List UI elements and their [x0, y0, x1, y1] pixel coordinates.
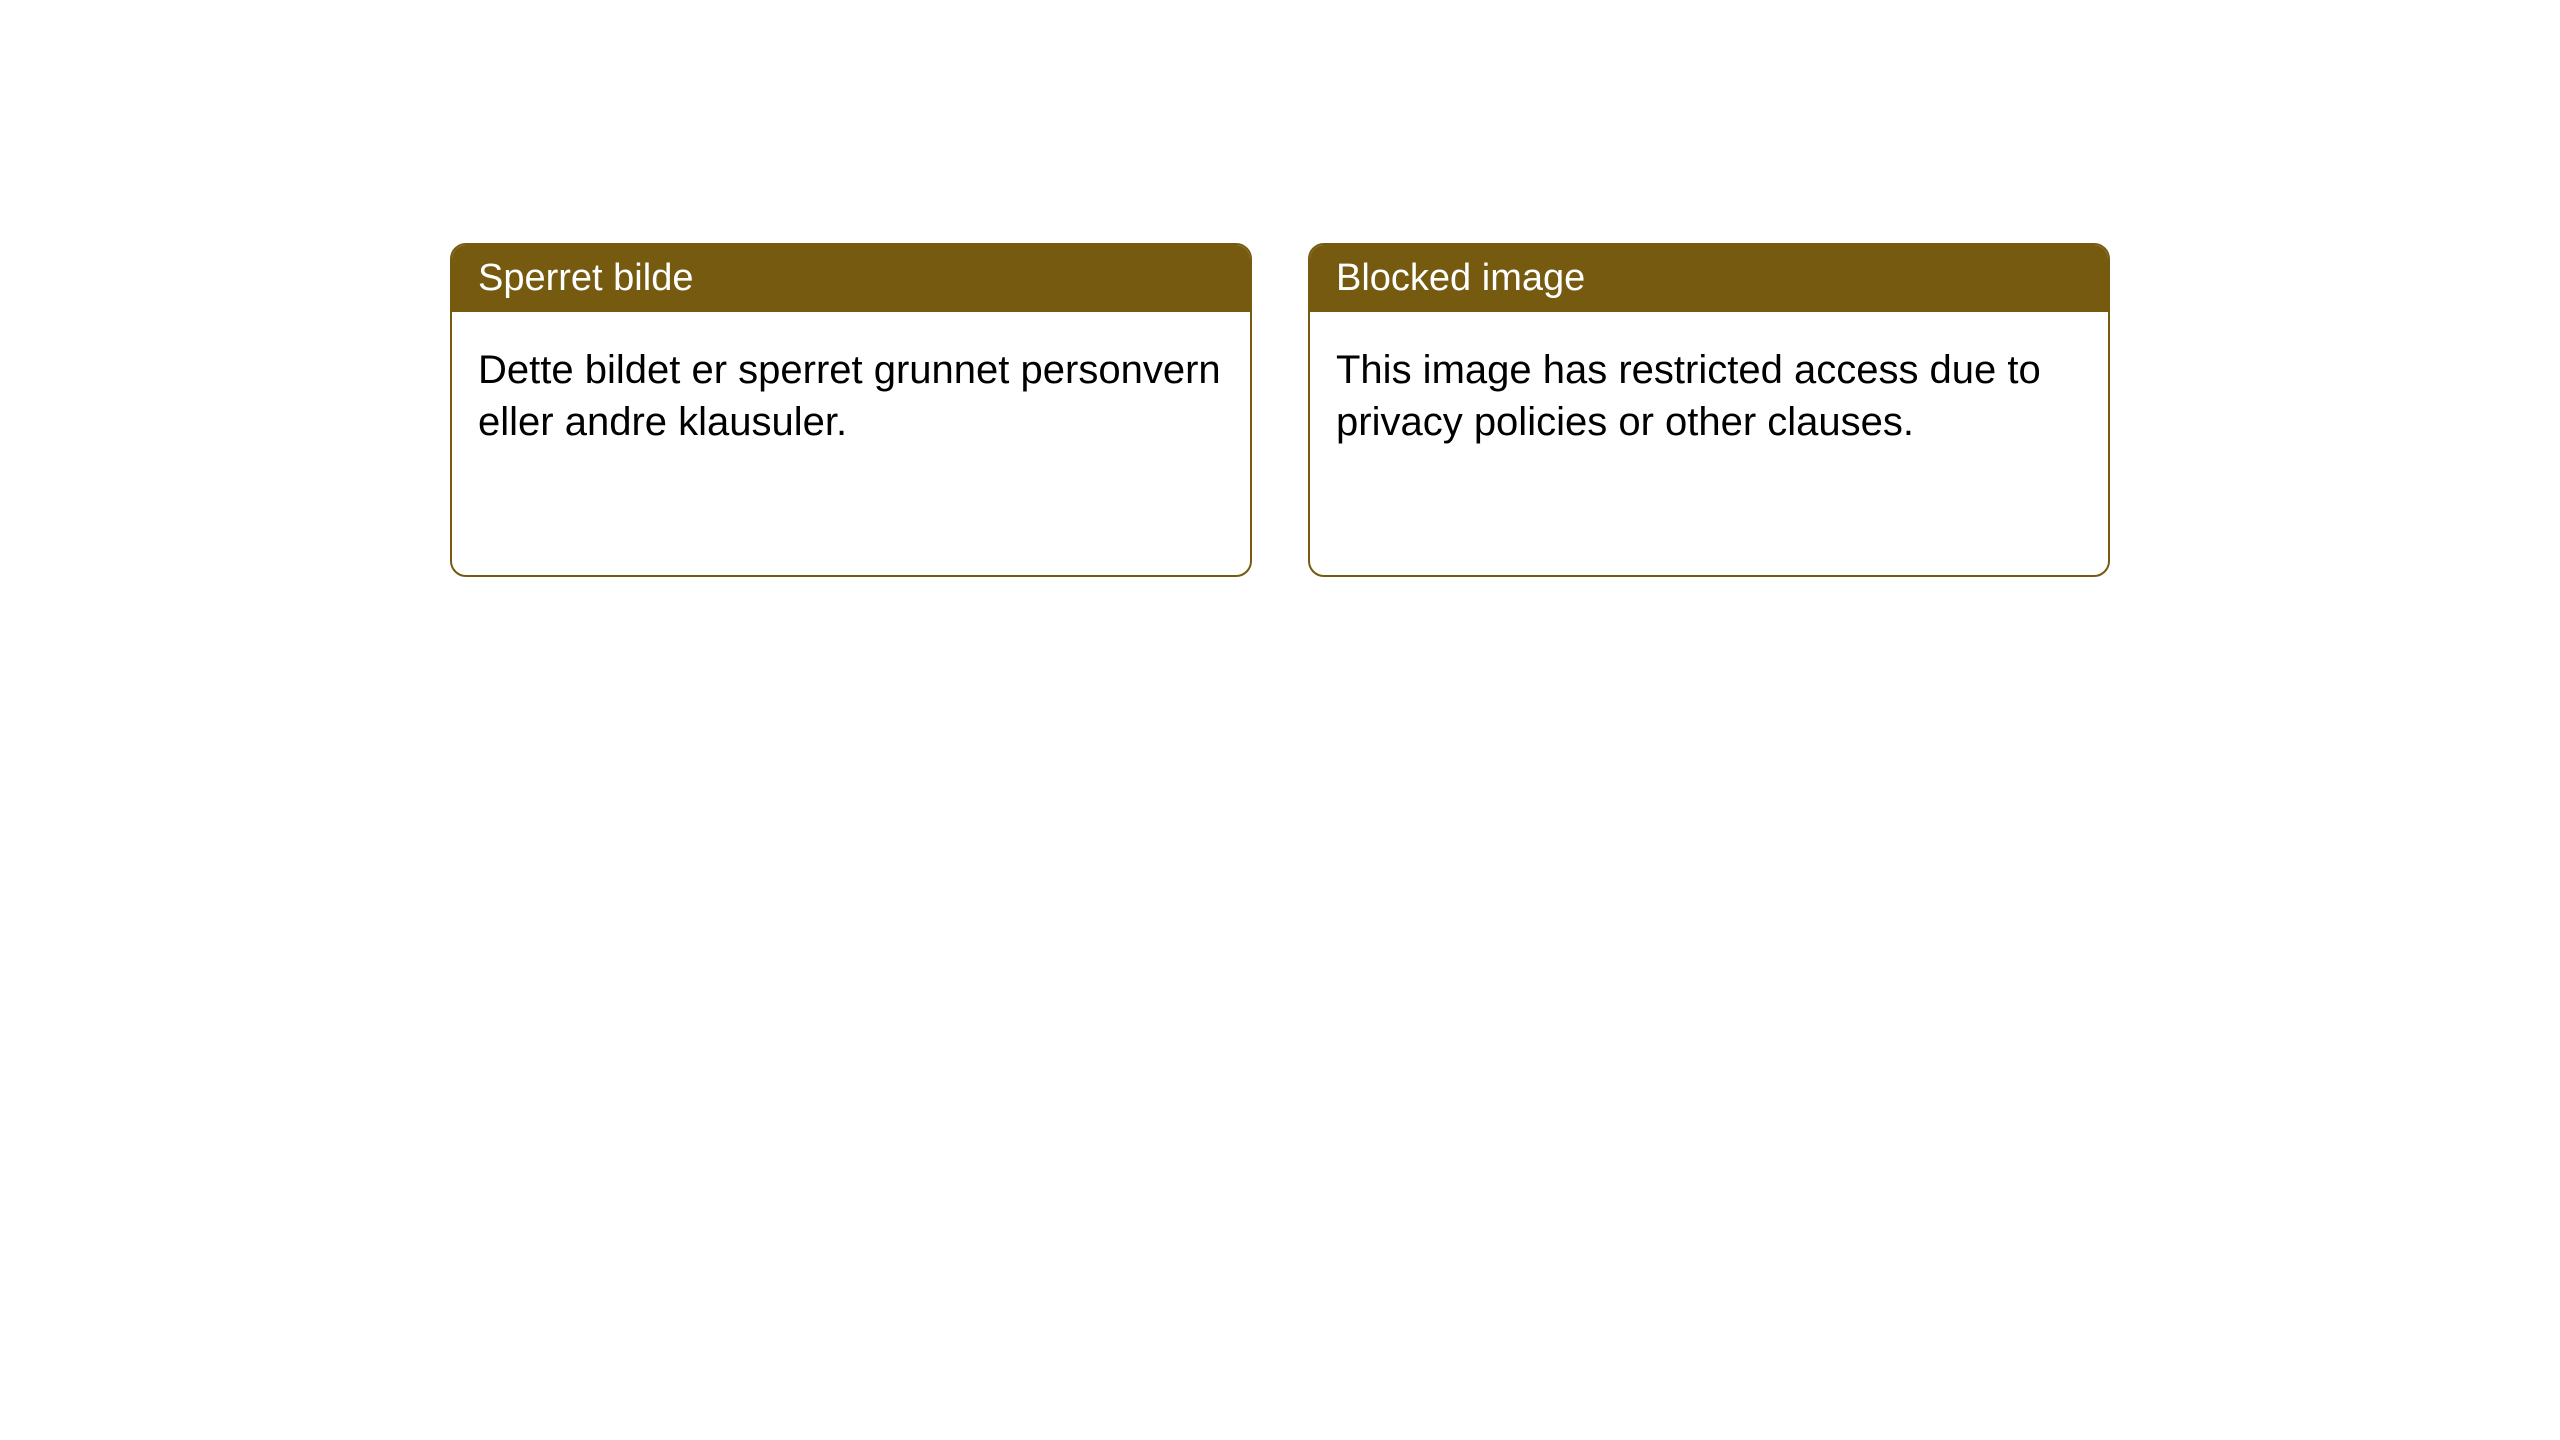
card-header: Blocked image: [1310, 245, 2108, 312]
card-body-text: Dette bildet er sperret grunnet personve…: [478, 348, 1221, 444]
notice-cards-container: Sperret bilde Dette bildet er sperret gr…: [450, 243, 2110, 577]
card-header-text: Blocked image: [1336, 257, 1585, 299]
card-body: Dette bildet er sperret grunnet personve…: [452, 312, 1250, 480]
card-header: Sperret bilde: [452, 245, 1250, 312]
card-header-text: Sperret bilde: [478, 257, 693, 299]
notice-card-norwegian: Sperret bilde Dette bildet er sperret gr…: [450, 243, 1252, 577]
card-body: This image has restricted access due to …: [1310, 312, 2108, 480]
notice-card-english: Blocked image This image has restricted …: [1308, 243, 2110, 577]
card-body-text: This image has restricted access due to …: [1336, 348, 2041, 444]
